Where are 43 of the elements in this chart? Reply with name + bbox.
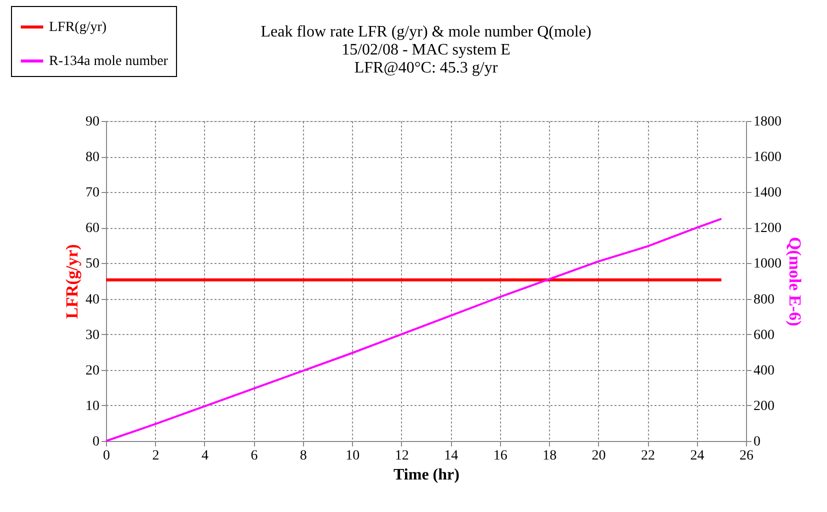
y2-tick-label: 1200 [754,221,782,236]
x-tick-label: 18 [542,448,557,464]
x-tick-label: 22 [641,448,656,464]
text: Leak flow rate LFR (g/yr) & mole number Q(mole) [260,24,592,40]
y-tick-label: 10 [86,398,100,414]
y-tick-label: 0 [92,434,100,450]
y-tick-label: 60 [86,221,100,236]
y2-tick-label: 400 [754,363,774,378]
y-axis-title: LFR(g/yr) [62,244,82,319]
y2-tick-label: 200 [754,398,774,414]
x-tick-label: 12 [394,448,409,464]
x-tick-label: 20 [592,448,606,464]
y-tick-label: 40 [86,292,100,308]
y-tick-label: 50 [86,256,100,272]
y2-tick-label: 800 [754,292,774,308]
x-tick-label: 6 [250,448,258,464]
x-axis-title: Time (hr) [394,466,460,484]
y-tick-label: 80 [86,150,100,166]
y2-tick-label: 1600 [754,150,782,166]
x-tick-label: 10 [346,448,360,464]
x-tick-label: 16 [493,448,508,464]
x-tick-label: 26 [740,448,754,464]
legend-label: R-134a mole number [49,54,168,69]
text: LFR@40°C: 45.3 g/yr [354,60,498,76]
y2-tick-label: 0 [754,434,760,450]
legend-label: LFR(g/yr) [49,20,107,35]
line-series [105,218,722,442]
y-tick-label: 30 [86,328,100,343]
x-tick-label: 24 [690,448,704,464]
x-tick-label: 4 [201,448,208,464]
y-tick-label: 20 [86,363,100,378]
x-tick-label: 8 [300,448,307,464]
y-tick-label: 90 [86,114,100,130]
y2-tick-label: 600 [754,328,774,343]
y-tick-label: 70 [86,186,100,201]
y2-axis-title: Q(mole E-6) [786,236,804,326]
y2-tick-label: 1000 [754,256,782,272]
x-tick-label: 0 [103,448,110,464]
x-tick-label: 2 [152,448,160,464]
x-tick-label: 14 [444,448,458,464]
text: 15/02/08 - MAC system E [342,42,510,58]
y2-tick-label: 1800 [754,114,782,130]
y2-tick-label: 1400 [754,186,782,201]
